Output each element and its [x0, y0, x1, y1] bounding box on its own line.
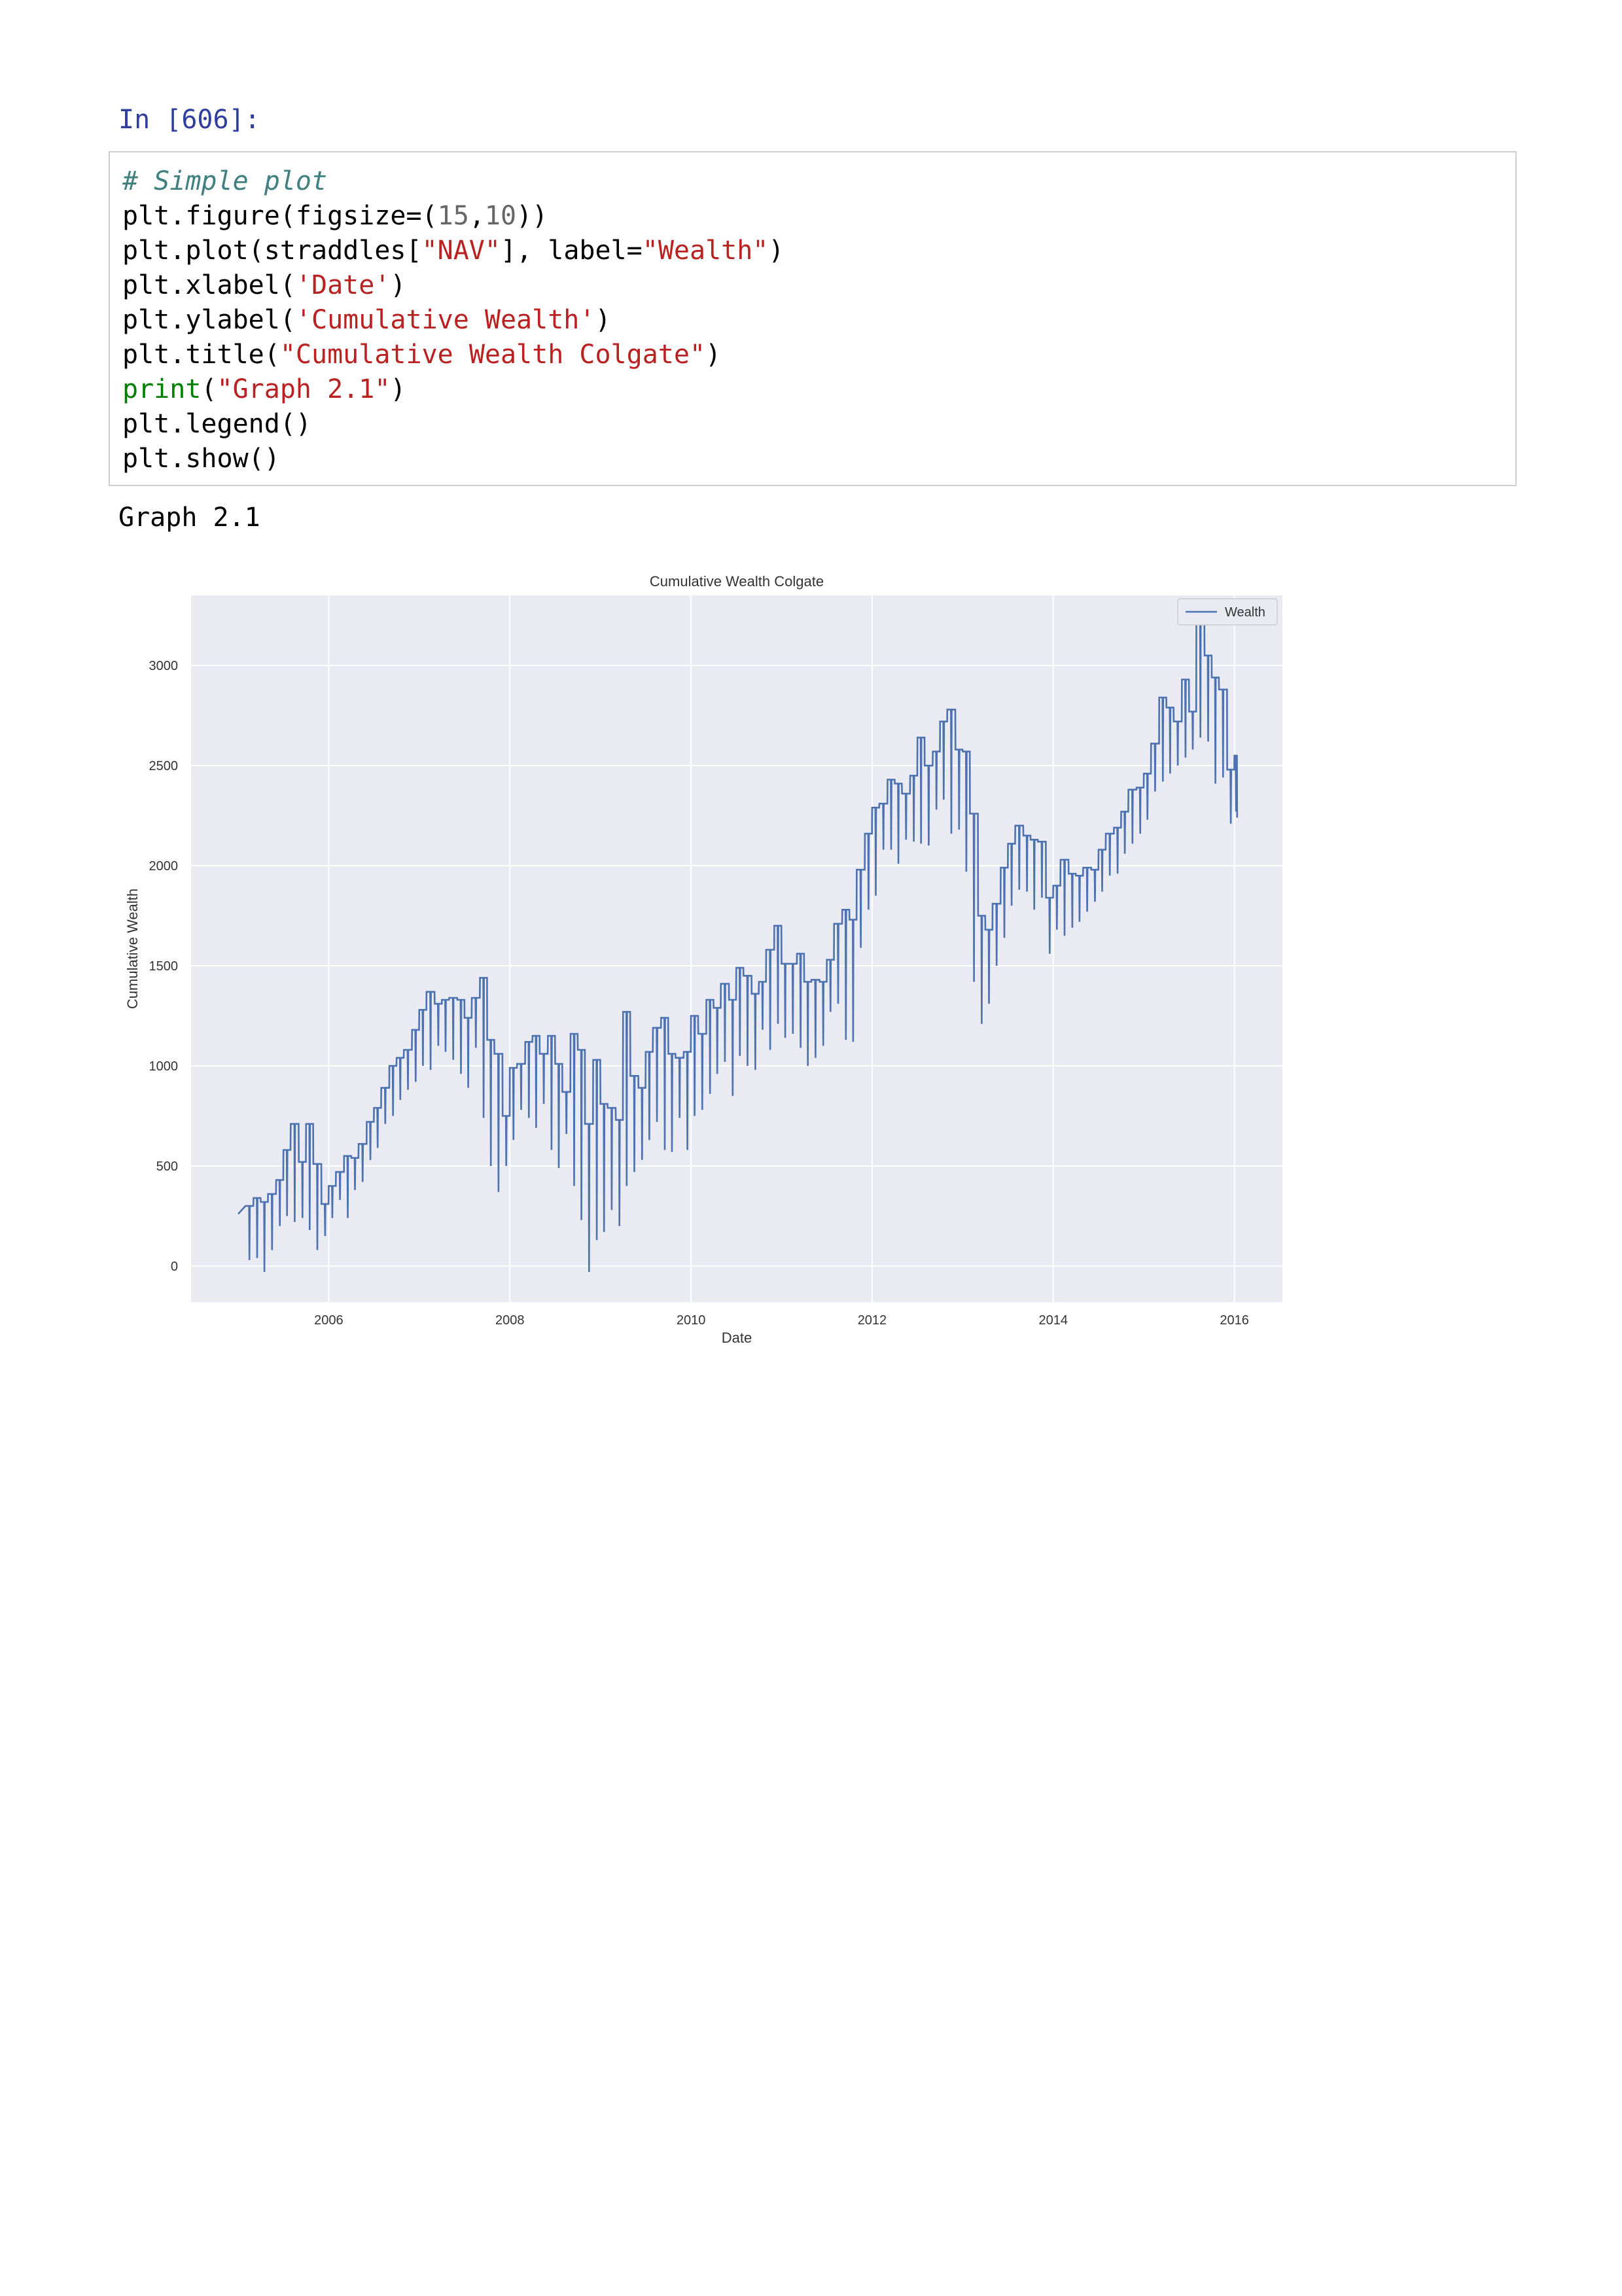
code-line: plt.xlabel('Date') [122, 268, 784, 303]
code-line: plt.plot(straddles["NAV"], label="Wealth… [122, 234, 784, 268]
code-line: plt.ylabel('Cumulative Wealth') [122, 303, 784, 338]
code-line: print("Graph 2.1") [122, 372, 784, 407]
y-tick-label: 2500 [149, 759, 179, 773]
code-token: "Graph 2.1" [217, 374, 391, 404]
plot-area [191, 595, 1282, 1302]
series-wealth [238, 618, 1239, 1273]
y-tick-labels: 0 500 1000 1500 2000 2500 3000 [149, 659, 179, 1274]
y-axis-label: Cumulative Wealth [124, 889, 141, 1009]
code-token: plt.show() [122, 444, 280, 474]
code-line: plt.legend() [122, 407, 784, 442]
y-tick-label: 0 [171, 1260, 178, 1274]
code-token: plt.title( [122, 340, 280, 370]
code-token: # Simple plot [122, 166, 328, 196]
y-tick-label: 1500 [149, 959, 179, 974]
legend-box [1177, 598, 1278, 626]
code-token: ) [390, 374, 406, 404]
code-cell[interactable]: # Simple plot plt.figure(figsize=(15,10))… [109, 151, 1517, 486]
code-token: "Wealth" [642, 236, 769, 266]
legend: Wealth [1177, 598, 1278, 626]
code-token: ) [768, 236, 785, 266]
y-tick-label: 2000 [149, 859, 179, 874]
x-tick-label: 2014 [1039, 1313, 1068, 1328]
x-tick-label: 2016 [1220, 1313, 1249, 1328]
x-tick-label: 2006 [314, 1313, 344, 1328]
code-line: # Simple plot [122, 164, 784, 199]
code-token: ) [390, 270, 406, 300]
code-token: ) [705, 340, 722, 370]
code-line: plt.title("Cumulative Wealth Colgate") [122, 338, 784, 372]
code-token: "NAV" [421, 236, 501, 266]
code-token: 'Date' [295, 270, 391, 300]
series-line-wealth [238, 618, 1239, 1273]
code-token: )) [516, 201, 548, 231]
code-token: plt.ylabel( [122, 305, 296, 335]
y-tick-label: 500 [156, 1159, 178, 1174]
code-editor[interactable]: # Simple plot plt.figure(figsize=(15,10))… [122, 164, 784, 476]
x-tick-label: 2012 [858, 1313, 887, 1328]
y-tick-label: 1000 [149, 1059, 179, 1074]
code-token: ) [595, 305, 611, 335]
code-token: plt.xlabel( [122, 270, 296, 300]
code-token: 15 [437, 201, 469, 231]
y-tick-label: 3000 [149, 659, 179, 673]
code-token: 'Cumulative Wealth' [295, 305, 595, 335]
x-tick-label: 2010 [677, 1313, 706, 1328]
code-token: print [122, 374, 202, 404]
code-token: plt.legend() [122, 409, 311, 439]
code-token: plt.figure(figsize=( [122, 201, 438, 231]
cell-prompt: In [606]: [118, 105, 260, 135]
legend-label: Wealth [1225, 605, 1265, 620]
x-tick-label: 2008 [495, 1313, 525, 1328]
grid-lines [191, 595, 1282, 1302]
code-line: plt.figure(figsize=(15,10)) [122, 199, 784, 234]
x-tick-labels: 2006 2008 2010 2012 2014 2016 [314, 1313, 1249, 1328]
code-line: plt.show() [122, 442, 784, 476]
code-token: 10 [484, 201, 517, 231]
code-token: , [468, 201, 485, 231]
code-token: plt.plot(straddles[ [122, 236, 422, 266]
cell-output-text: Graph 2.1 [118, 503, 260, 533]
code-token: ], label= [500, 236, 643, 266]
code-token: "Cumulative Wealth Colgate" [279, 340, 706, 370]
wealth-line-chart: Cumulative Wealth Colgate 2006 2008 2010 20… [124, 573, 1282, 1346]
chart-title: Cumulative Wealth Colgate [650, 573, 824, 590]
code-token: ( [201, 374, 217, 404]
x-axis-label: Date [722, 1330, 752, 1346]
